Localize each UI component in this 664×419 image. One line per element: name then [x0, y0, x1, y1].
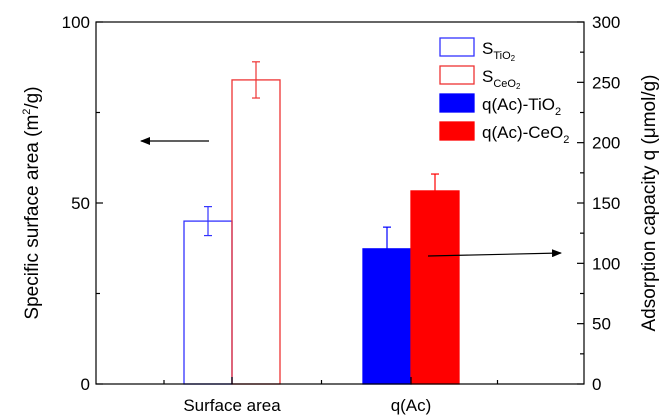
left-axis-title: Specific surface area (m2/g)	[21, 86, 43, 319]
right-tick-label: 150	[592, 194, 620, 213]
legend-label-s_tio2: STiO2	[482, 39, 516, 63]
left-tick-label: 100	[62, 13, 90, 32]
bar-s_tio2	[183, 220, 233, 385]
right-axis-title: Adsorption capacity q (μmol/g)	[639, 74, 660, 331]
legend-swatch-q_ceo2	[439, 121, 475, 141]
arrow-to-right-axis	[427, 249, 562, 258]
right-tick-label: 100	[592, 254, 620, 273]
x-tick-label: q(Ac)	[391, 396, 432, 415]
left-tick-label: 50	[71, 194, 90, 213]
left-tick-label: 0	[81, 375, 90, 394]
legend-swatch-s_tio2	[439, 37, 475, 57]
error-bars-layer	[204, 61, 439, 272]
right-axis: 0 50 100 150 200 250 300	[577, 13, 620, 394]
bar-q_ceo2	[410, 190, 460, 385]
right-tick-label: 50	[592, 315, 611, 334]
legend-label-s_ceo2: SCeO2	[482, 67, 521, 91]
right-tick-label: 0	[592, 375, 601, 394]
legend-swatch-s_ceo2	[439, 65, 475, 85]
legend: STiO2 SCeO2 q(Ac)-TiO2 q(Ac)-CeO2	[439, 37, 569, 146]
right-tick-label: 250	[592, 73, 620, 92]
right-tick-label: 300	[592, 13, 620, 32]
legend-swatch-q_tio2	[439, 93, 475, 113]
plot-frame	[95, 21, 585, 385]
left-axis-title-post: /g)	[22, 86, 43, 108]
left-axis: 0 50 100	[62, 13, 103, 394]
x-axis: Surface area q(Ac)	[163, 377, 499, 415]
bar-s_ceo2	[231, 79, 281, 385]
legend-label-q_ceo2: q(Ac)-CeO2	[482, 123, 569, 146]
right-tick-label: 200	[592, 134, 620, 153]
legend-label-q_tio2: q(Ac)-TiO2	[482, 95, 561, 118]
left-axis-title-pre: Specific surface area (m	[22, 115, 43, 320]
left-axis-title-sup: 2	[21, 109, 33, 115]
x-tick-label: Surface area	[183, 396, 281, 415]
bar-q_tio2	[362, 248, 412, 385]
bars-layer	[183, 79, 460, 385]
